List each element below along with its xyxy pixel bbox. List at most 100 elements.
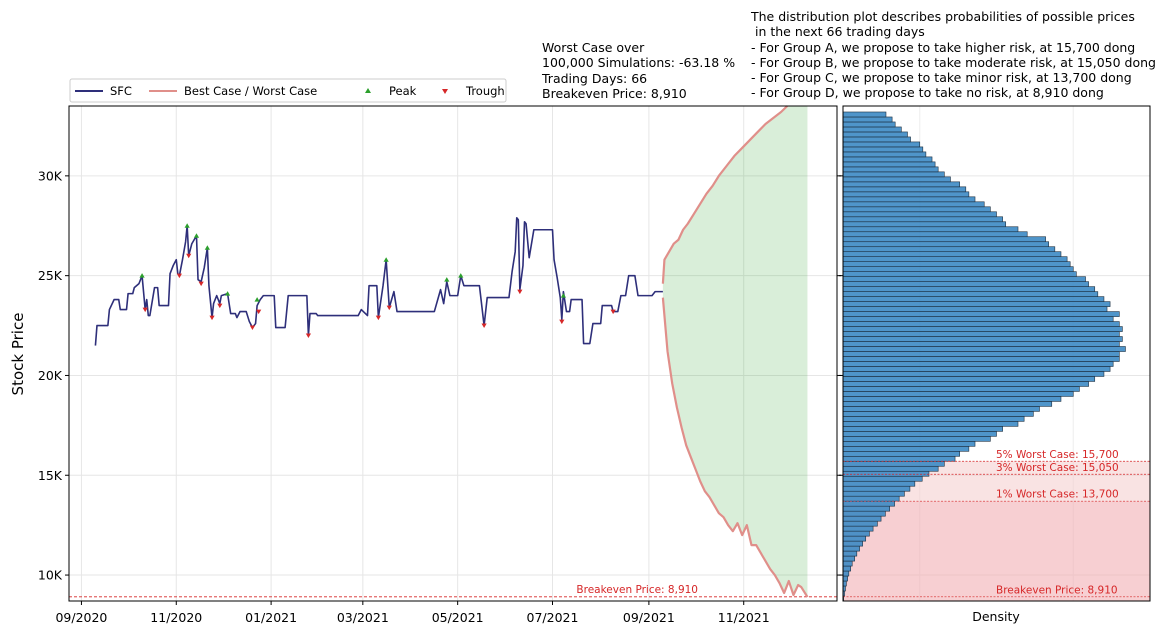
- histogram-bar: [842, 356, 1120, 362]
- histogram-bar: [842, 500, 895, 507]
- histogram-bars: [842, 111, 1126, 602]
- histogram-bar: [842, 156, 933, 163]
- peak-marker: [139, 273, 145, 278]
- histogram-bar: [842, 550, 858, 557]
- histogram-bar: [842, 236, 1046, 243]
- histogram-bar: [842, 441, 976, 447]
- histogram-bar: [842, 186, 967, 193]
- y-axis-label: Stock Price: [9, 313, 27, 396]
- breakeven-label: Breakeven Price: 8,910: [576, 584, 698, 596]
- histogram-bar: [842, 146, 924, 153]
- peak-marker: [193, 233, 200, 238]
- histogram-bar: [842, 326, 1123, 332]
- histogram-bar: [842, 241, 1049, 248]
- histogram-bar: [842, 436, 991, 442]
- histogram-bar: [842, 515, 882, 522]
- histogram-bar: [842, 246, 1056, 253]
- histogram-bar: [842, 525, 874, 532]
- histogram-bar: [842, 331, 1120, 337]
- threshold-label: 1% Worst Case: 13,700: [996, 489, 1119, 501]
- trough-marker: [610, 309, 616, 315]
- histogram-bar: [842, 196, 976, 203]
- histogram-bar: [842, 281, 1089, 287]
- histogram-bar: [842, 475, 923, 482]
- y-tick-label: 20K: [38, 368, 63, 383]
- trough-marker: [375, 315, 381, 321]
- histogram-bar: [842, 311, 1120, 317]
- histogram-bar: [842, 211, 997, 218]
- y-tick-label: 15K: [38, 468, 63, 483]
- histogram-bar: [842, 401, 1053, 407]
- histogram-bar: [842, 251, 1062, 257]
- histogram-bar: [842, 470, 930, 477]
- histogram-bar: [842, 451, 960, 457]
- price-gridlines: [69, 106, 837, 601]
- histogram-bar: [842, 520, 878, 527]
- histogram-bar: [842, 316, 1114, 322]
- high-risk-zone: [843, 501, 1150, 601]
- peak-marker: [224, 291, 231, 296]
- histogram-bar: [842, 460, 945, 467]
- histogram-bar: [842, 495, 900, 502]
- histogram-bar: [842, 485, 911, 492]
- histogram-bar: [842, 391, 1074, 397]
- histogram-bar: [842, 151, 927, 158]
- histogram-bar: [842, 396, 1062, 402]
- histogram-bar: [842, 136, 911, 143]
- histogram-bar: [842, 336, 1123, 342]
- histogram-bar: [842, 575, 848, 582]
- histogram-bar: [842, 266, 1074, 272]
- peak-marker: [444, 277, 450, 282]
- histogram-bar: [842, 376, 1096, 382]
- trough-marker: [386, 305, 392, 311]
- histogram-bar: [842, 386, 1080, 392]
- worst-case-annotation: Worst Case over 100,000 Simulations: -63…: [542, 40, 736, 101]
- price-y-ticks: 10K 15K 20K 25K 30K: [38, 168, 841, 583]
- histogram-bar: [842, 321, 1120, 327]
- trough-marker: [517, 289, 523, 295]
- histogram-bar: [842, 166, 939, 173]
- histogram-bar: [842, 271, 1077, 277]
- histogram-bar: [842, 480, 916, 487]
- peak-marker: [383, 257, 389, 262]
- trough-marker: [198, 281, 204, 287]
- histogram-bar: [842, 141, 921, 148]
- trough-marker: [186, 253, 192, 259]
- histogram-bar: [842, 540, 863, 547]
- x-tick-label: 07/2021: [527, 610, 579, 625]
- histogram-bar: [842, 216, 1003, 223]
- legend-swatch: [365, 88, 371, 93]
- histogram-bar: [842, 535, 867, 542]
- histogram-bar: [842, 161, 936, 168]
- price-plot-area: [69, 106, 837, 601]
- price-x-ticks: 09/2020 11/2020 01/2021 03/2021 05/2021 07/20…: [55, 601, 770, 625]
- distribution-annotation: The distribution plot describes probabil…: [751, 9, 1156, 101]
- worst-case-line: [661, 297, 809, 598]
- x-tick-label: 01/2021: [245, 610, 297, 625]
- histogram-bar: [842, 221, 1007, 228]
- histogram-bar: [842, 560, 853, 567]
- trough-marker: [559, 319, 565, 325]
- price-plot-frame: [68, 105, 838, 602]
- threshold-label: 3% Worst Case: 15,050: [996, 462, 1119, 474]
- legend-label: SFC: [110, 84, 132, 98]
- histogram-bar: [842, 565, 851, 572]
- peak-marker: [254, 297, 260, 302]
- dist-plot-frame: [842, 105, 1151, 602]
- y-tick-label: 25K: [38, 268, 63, 283]
- x-tick-label: 09/2020: [55, 610, 107, 625]
- histogram-bar: [842, 371, 1105, 377]
- histogram-bar: [842, 416, 1025, 422]
- threshold-label: Breakeven Price: 8,910: [996, 584, 1118, 596]
- peak-trough-markers: [139, 223, 616, 339]
- peak-marker: [458, 273, 464, 278]
- trough-marker: [256, 309, 262, 315]
- x-tick-label: 11/2020: [150, 610, 202, 625]
- histogram-bar: [842, 306, 1108, 312]
- histogram-bar: [842, 171, 945, 178]
- histogram-bar: [842, 351, 1120, 357]
- histogram-bar: [842, 366, 1111, 372]
- histogram-bar: [842, 261, 1071, 267]
- x-tick-label: 05/2021: [432, 610, 484, 625]
